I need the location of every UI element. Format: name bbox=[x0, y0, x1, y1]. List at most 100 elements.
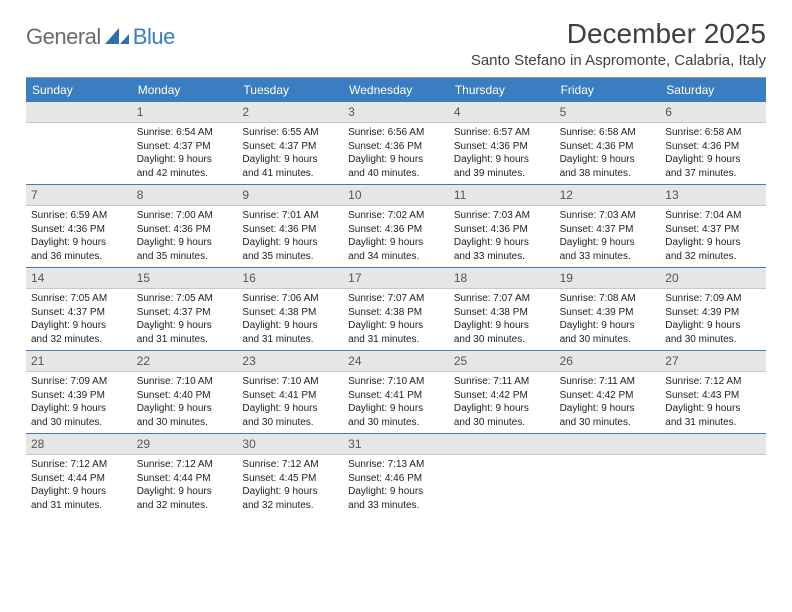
day-line: Sunset: 4:39 PM bbox=[560, 306, 656, 320]
day-line: Daylight: 9 hours bbox=[348, 485, 444, 499]
day-cell: 20Sunrise: 7:09 AMSunset: 4:39 PMDayligh… bbox=[660, 268, 766, 350]
day-line: Sunset: 4:38 PM bbox=[348, 306, 444, 320]
day-number: 25 bbox=[449, 351, 555, 372]
day-cell: 7Sunrise: 6:59 AMSunset: 4:36 PMDaylight… bbox=[26, 185, 132, 267]
day-number: 12 bbox=[555, 185, 661, 206]
day-cell: 28Sunrise: 7:12 AMSunset: 4:44 PMDayligh… bbox=[26, 434, 132, 516]
day-line: Sunset: 4:36 PM bbox=[242, 223, 338, 237]
day-line: Daylight: 9 hours bbox=[348, 319, 444, 333]
day-line: Daylight: 9 hours bbox=[137, 485, 233, 499]
day-line: Sunrise: 7:06 AM bbox=[242, 292, 338, 306]
day-line: Sunset: 4:37 PM bbox=[560, 223, 656, 237]
day-cell: 2Sunrise: 6:55 AMSunset: 4:37 PMDaylight… bbox=[237, 102, 343, 184]
day-body: Sunrise: 7:00 AMSunset: 4:36 PMDaylight:… bbox=[132, 206, 238, 267]
day-line: Daylight: 9 hours bbox=[242, 319, 338, 333]
dayname-tuesday: Tuesday bbox=[237, 78, 343, 102]
day-line: Daylight: 9 hours bbox=[454, 319, 550, 333]
day-line: and 31 minutes. bbox=[348, 333, 444, 347]
day-body bbox=[449, 455, 555, 462]
day-cell: 3Sunrise: 6:56 AMSunset: 4:36 PMDaylight… bbox=[343, 102, 449, 184]
day-line: Daylight: 9 hours bbox=[31, 402, 127, 416]
day-number: 7 bbox=[26, 185, 132, 206]
day-line: Daylight: 9 hours bbox=[242, 402, 338, 416]
day-number: 29 bbox=[132, 434, 238, 455]
day-line: Sunrise: 7:13 AM bbox=[348, 458, 444, 472]
day-number: 14 bbox=[26, 268, 132, 289]
day-line: Sunrise: 7:00 AM bbox=[137, 209, 233, 223]
day-cell: 31Sunrise: 7:13 AMSunset: 4:46 PMDayligh… bbox=[343, 434, 449, 516]
day-line: and 38 minutes. bbox=[560, 167, 656, 181]
day-body: Sunrise: 6:56 AMSunset: 4:36 PMDaylight:… bbox=[343, 123, 449, 184]
dayname-sunday: Sunday bbox=[26, 78, 132, 102]
day-line: Daylight: 9 hours bbox=[242, 485, 338, 499]
day-line: Sunset: 4:36 PM bbox=[348, 223, 444, 237]
day-line: Daylight: 9 hours bbox=[137, 153, 233, 167]
day-cell: 24Sunrise: 7:10 AMSunset: 4:41 PMDayligh… bbox=[343, 351, 449, 433]
day-line: Sunset: 4:36 PM bbox=[454, 140, 550, 154]
day-body: Sunrise: 6:54 AMSunset: 4:37 PMDaylight:… bbox=[132, 123, 238, 184]
day-cell: 18Sunrise: 7:07 AMSunset: 4:38 PMDayligh… bbox=[449, 268, 555, 350]
day-line: Sunrise: 7:10 AM bbox=[242, 375, 338, 389]
day-cell: 21Sunrise: 7:09 AMSunset: 4:39 PMDayligh… bbox=[26, 351, 132, 433]
day-cell: 8Sunrise: 7:00 AMSunset: 4:36 PMDaylight… bbox=[132, 185, 238, 267]
day-line: Sunset: 4:37 PM bbox=[31, 306, 127, 320]
day-body: Sunrise: 7:11 AMSunset: 4:42 PMDaylight:… bbox=[449, 372, 555, 433]
day-number: 4 bbox=[449, 102, 555, 123]
day-line: Sunset: 4:41 PM bbox=[348, 389, 444, 403]
day-body: Sunrise: 7:05 AMSunset: 4:37 PMDaylight:… bbox=[132, 289, 238, 350]
day-line: Sunset: 4:42 PM bbox=[454, 389, 550, 403]
day-line: Daylight: 9 hours bbox=[454, 402, 550, 416]
day-line: Sunset: 4:36 PM bbox=[348, 140, 444, 154]
day-line: Daylight: 9 hours bbox=[348, 402, 444, 416]
logo-blue: Blue bbox=[133, 24, 175, 50]
day-line: Sunset: 4:37 PM bbox=[665, 223, 761, 237]
day-line: Daylight: 9 hours bbox=[348, 236, 444, 250]
dayname-saturday: Saturday bbox=[660, 78, 766, 102]
day-line: and 32 minutes. bbox=[242, 499, 338, 513]
week-row: 14Sunrise: 7:05 AMSunset: 4:37 PMDayligh… bbox=[26, 267, 766, 350]
day-body: Sunrise: 6:58 AMSunset: 4:36 PMDaylight:… bbox=[555, 123, 661, 184]
week-row: 7Sunrise: 6:59 AMSunset: 4:36 PMDaylight… bbox=[26, 184, 766, 267]
day-line: Sunrise: 6:58 AM bbox=[665, 126, 761, 140]
day-body: Sunrise: 7:01 AMSunset: 4:36 PMDaylight:… bbox=[237, 206, 343, 267]
day-line: Daylight: 9 hours bbox=[137, 236, 233, 250]
day-line: Sunrise: 7:10 AM bbox=[137, 375, 233, 389]
day-line: Sunrise: 6:59 AM bbox=[31, 209, 127, 223]
day-cell: 4Sunrise: 6:57 AMSunset: 4:36 PMDaylight… bbox=[449, 102, 555, 184]
day-line: and 34 minutes. bbox=[348, 250, 444, 264]
dayname-row: Sunday Monday Tuesday Wednesday Thursday… bbox=[26, 78, 766, 102]
day-line: Sunrise: 7:12 AM bbox=[137, 458, 233, 472]
day-cell: 11Sunrise: 7:03 AMSunset: 4:36 PMDayligh… bbox=[449, 185, 555, 267]
day-line: Sunrise: 7:12 AM bbox=[665, 375, 761, 389]
day-line: and 39 minutes. bbox=[454, 167, 550, 181]
day-line: Sunrise: 7:02 AM bbox=[348, 209, 444, 223]
day-line: Sunrise: 7:09 AM bbox=[31, 375, 127, 389]
day-line: Sunset: 4:38 PM bbox=[242, 306, 338, 320]
day-line: Sunset: 4:42 PM bbox=[560, 389, 656, 403]
day-line: and 37 minutes. bbox=[665, 167, 761, 181]
day-line: Daylight: 9 hours bbox=[665, 319, 761, 333]
day-cell: 26Sunrise: 7:11 AMSunset: 4:42 PMDayligh… bbox=[555, 351, 661, 433]
day-body: Sunrise: 7:07 AMSunset: 4:38 PMDaylight:… bbox=[343, 289, 449, 350]
day-cell bbox=[449, 434, 555, 516]
day-line: and 32 minutes. bbox=[137, 499, 233, 513]
day-line: Sunrise: 7:12 AM bbox=[242, 458, 338, 472]
day-line: and 33 minutes. bbox=[454, 250, 550, 264]
day-line: Daylight: 9 hours bbox=[137, 402, 233, 416]
day-line: Sunset: 4:41 PM bbox=[242, 389, 338, 403]
day-line: Daylight: 9 hours bbox=[560, 236, 656, 250]
day-line: Sunrise: 6:58 AM bbox=[560, 126, 656, 140]
day-number: 10 bbox=[343, 185, 449, 206]
day-number: 11 bbox=[449, 185, 555, 206]
day-line: Sunrise: 7:01 AM bbox=[242, 209, 338, 223]
day-number: 16 bbox=[237, 268, 343, 289]
day-line: Sunset: 4:40 PM bbox=[137, 389, 233, 403]
day-line: Sunset: 4:38 PM bbox=[454, 306, 550, 320]
day-line: Sunrise: 7:12 AM bbox=[31, 458, 127, 472]
day-cell: 17Sunrise: 7:07 AMSunset: 4:38 PMDayligh… bbox=[343, 268, 449, 350]
day-body: Sunrise: 7:12 AMSunset: 4:43 PMDaylight:… bbox=[660, 372, 766, 433]
day-body: Sunrise: 7:03 AMSunset: 4:36 PMDaylight:… bbox=[449, 206, 555, 267]
day-number: 21 bbox=[26, 351, 132, 372]
day-body: Sunrise: 7:10 AMSunset: 4:40 PMDaylight:… bbox=[132, 372, 238, 433]
day-line: Daylight: 9 hours bbox=[348, 153, 444, 167]
